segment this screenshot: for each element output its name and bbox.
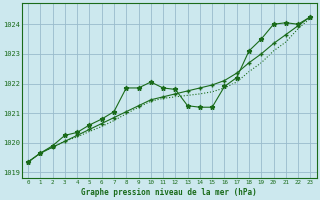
X-axis label: Graphe pression niveau de la mer (hPa): Graphe pression niveau de la mer (hPa) [81, 188, 257, 197]
